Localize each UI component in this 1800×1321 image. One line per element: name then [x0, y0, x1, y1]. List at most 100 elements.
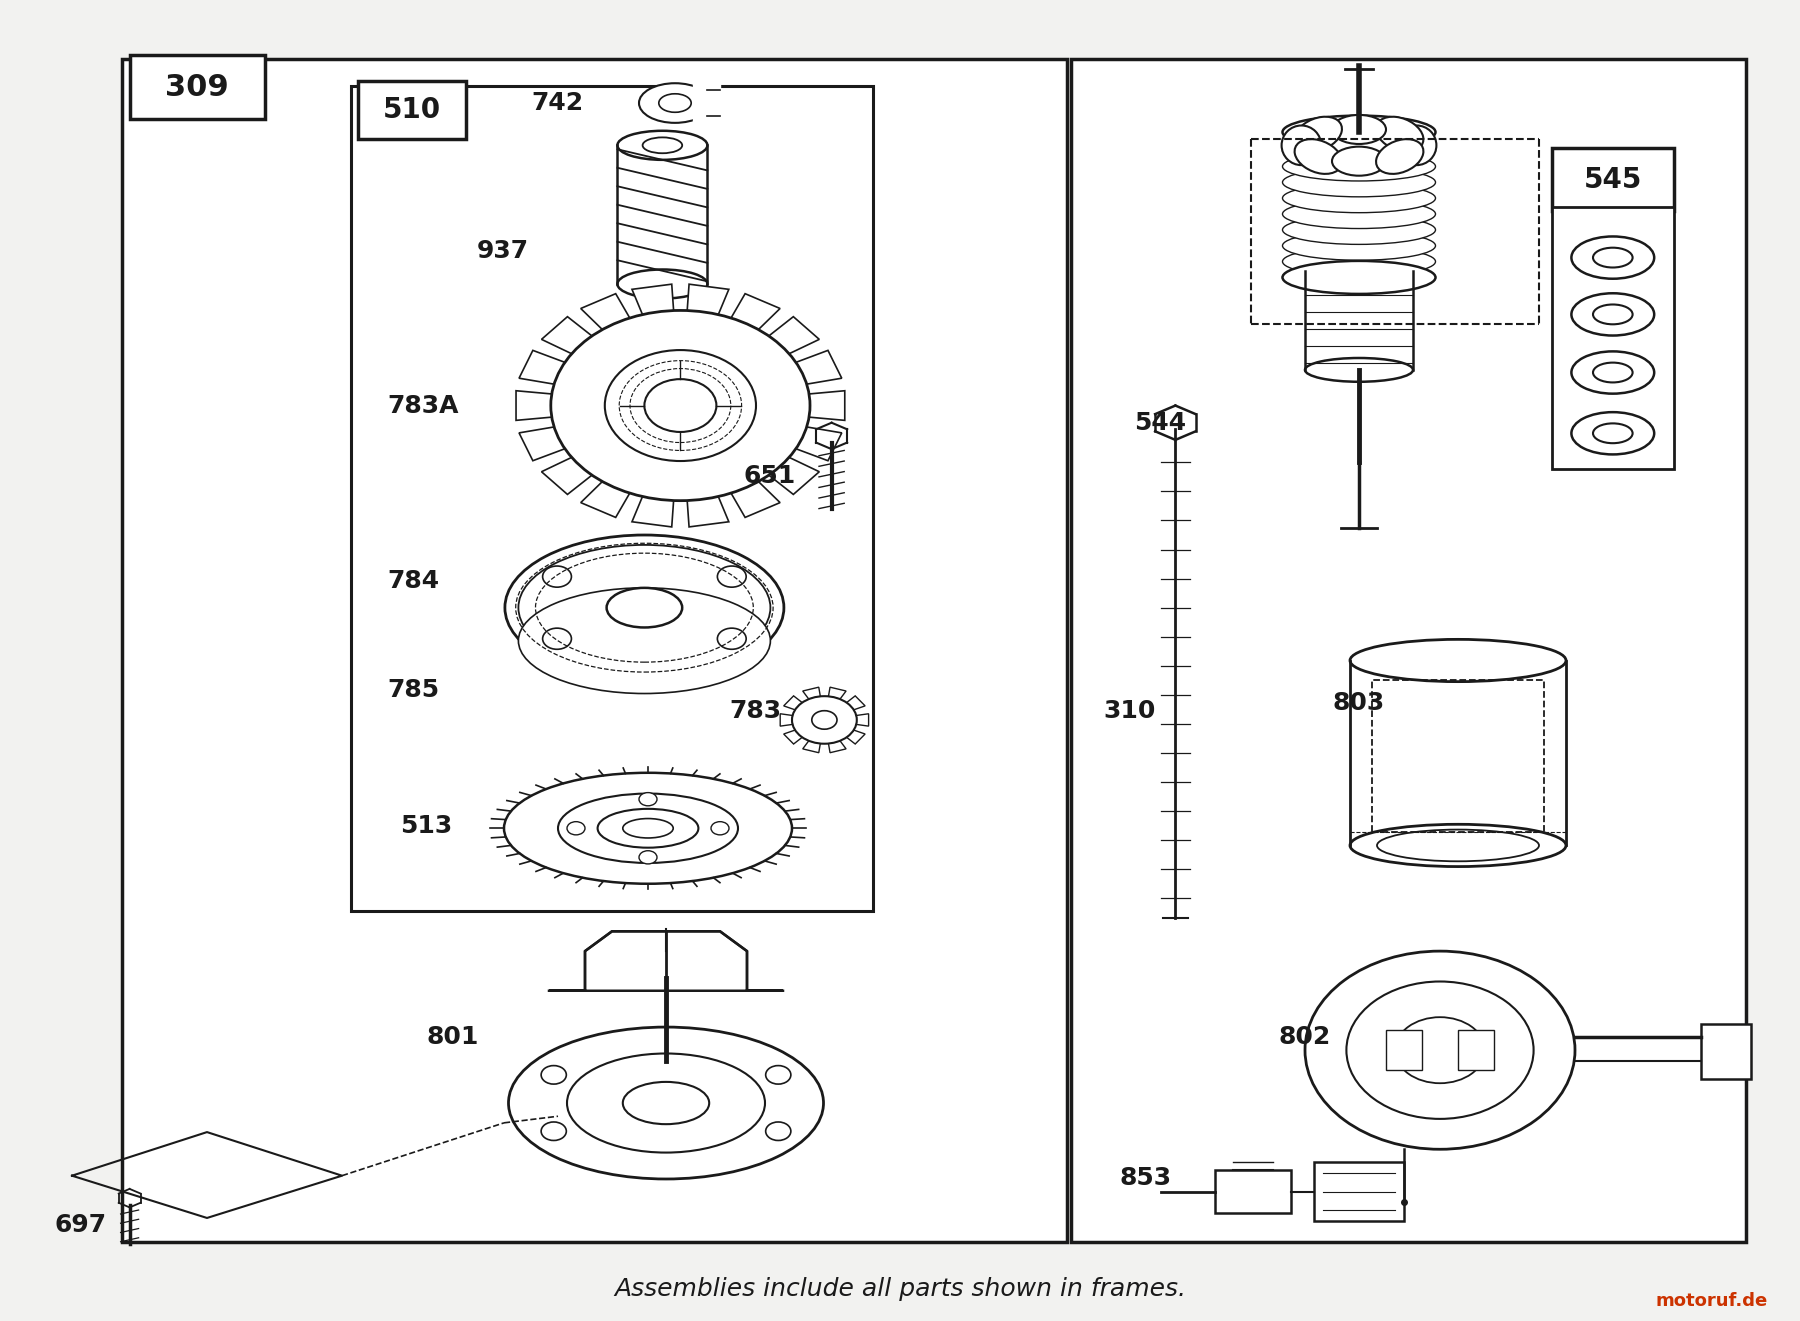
- Polygon shape: [517, 391, 553, 420]
- Ellipse shape: [1332, 147, 1386, 176]
- Bar: [1071, 59, 1746, 1242]
- Ellipse shape: [623, 1082, 709, 1124]
- Ellipse shape: [1593, 362, 1633, 383]
- Ellipse shape: [1571, 351, 1654, 394]
- Circle shape: [1346, 982, 1534, 1119]
- Polygon shape: [796, 427, 842, 461]
- Ellipse shape: [643, 137, 682, 153]
- Text: 803: 803: [1332, 691, 1384, 715]
- Ellipse shape: [508, 1028, 824, 1178]
- Ellipse shape: [1282, 199, 1436, 229]
- Ellipse shape: [1375, 116, 1424, 152]
- Bar: [1701, 1024, 1751, 1079]
- Bar: [358, 81, 466, 139]
- Ellipse shape: [1571, 236, 1654, 279]
- Bar: [1458, 1030, 1494, 1070]
- Polygon shape: [581, 482, 630, 518]
- Text: 801: 801: [427, 1025, 479, 1049]
- Text: 545: 545: [1584, 165, 1642, 194]
- Circle shape: [551, 310, 810, 501]
- Ellipse shape: [1282, 247, 1436, 276]
- Polygon shape: [808, 391, 844, 420]
- Bar: [1314, 1162, 1404, 1221]
- Ellipse shape: [1571, 412, 1654, 454]
- Ellipse shape: [1282, 215, 1436, 244]
- Circle shape: [542, 629, 571, 650]
- Ellipse shape: [617, 269, 707, 299]
- Text: 937: 937: [477, 239, 529, 263]
- Circle shape: [542, 565, 571, 587]
- Text: 802: 802: [1278, 1025, 1330, 1049]
- Text: 853: 853: [1120, 1166, 1172, 1190]
- Polygon shape: [769, 317, 819, 354]
- Ellipse shape: [1282, 168, 1436, 197]
- Ellipse shape: [1282, 260, 1436, 293]
- Ellipse shape: [567, 1054, 765, 1152]
- Ellipse shape: [1282, 136, 1436, 165]
- Ellipse shape: [617, 131, 707, 160]
- Text: 544: 544: [1134, 411, 1186, 435]
- Circle shape: [644, 379, 716, 432]
- Polygon shape: [542, 457, 592, 494]
- Ellipse shape: [518, 588, 770, 694]
- Circle shape: [639, 793, 657, 806]
- Bar: [122, 59, 1067, 1242]
- Circle shape: [605, 350, 756, 461]
- Polygon shape: [549, 931, 783, 991]
- Ellipse shape: [639, 83, 711, 123]
- Ellipse shape: [1282, 231, 1436, 260]
- Polygon shape: [769, 457, 819, 494]
- Ellipse shape: [607, 588, 682, 627]
- Text: 510: 510: [383, 95, 441, 124]
- Ellipse shape: [1375, 139, 1424, 174]
- Circle shape: [1305, 951, 1575, 1149]
- Ellipse shape: [1350, 639, 1566, 682]
- Text: motoruf.de: motoruf.de: [1656, 1292, 1768, 1310]
- Text: 651: 651: [743, 464, 796, 487]
- Ellipse shape: [1332, 115, 1386, 144]
- Bar: [351, 86, 873, 911]
- Circle shape: [542, 1066, 567, 1085]
- Polygon shape: [779, 713, 792, 727]
- Polygon shape: [688, 284, 729, 314]
- Circle shape: [765, 1066, 790, 1085]
- Polygon shape: [731, 482, 779, 518]
- Polygon shape: [542, 317, 592, 354]
- Polygon shape: [632, 284, 673, 314]
- Polygon shape: [796, 350, 842, 384]
- Ellipse shape: [659, 94, 691, 112]
- Text: 783: 783: [729, 699, 781, 723]
- Text: 309: 309: [166, 73, 229, 102]
- Ellipse shape: [1282, 263, 1436, 292]
- Polygon shape: [688, 497, 729, 527]
- Polygon shape: [581, 293, 630, 329]
- Polygon shape: [632, 497, 673, 527]
- Circle shape: [639, 851, 657, 864]
- Circle shape: [567, 822, 585, 835]
- Ellipse shape: [1305, 358, 1413, 382]
- Ellipse shape: [1294, 116, 1343, 152]
- Circle shape: [718, 629, 747, 650]
- Circle shape: [711, 822, 729, 835]
- Bar: [1552, 207, 1674, 469]
- Polygon shape: [857, 713, 869, 727]
- Polygon shape: [731, 293, 779, 329]
- Bar: [1386, 1030, 1422, 1070]
- Circle shape: [718, 565, 747, 587]
- Ellipse shape: [1593, 304, 1633, 325]
- Circle shape: [1395, 1017, 1485, 1083]
- Polygon shape: [846, 731, 866, 744]
- Text: 784: 784: [387, 569, 439, 593]
- Circle shape: [812, 711, 837, 729]
- Ellipse shape: [1397, 125, 1436, 165]
- Polygon shape: [828, 741, 846, 753]
- Ellipse shape: [1593, 423, 1633, 443]
- Ellipse shape: [504, 773, 792, 884]
- Ellipse shape: [1377, 830, 1539, 861]
- Text: 697: 697: [54, 1213, 106, 1236]
- Polygon shape: [693, 82, 720, 124]
- Circle shape: [765, 1122, 790, 1140]
- Circle shape: [792, 696, 857, 744]
- Ellipse shape: [1282, 152, 1436, 181]
- Polygon shape: [846, 696, 866, 709]
